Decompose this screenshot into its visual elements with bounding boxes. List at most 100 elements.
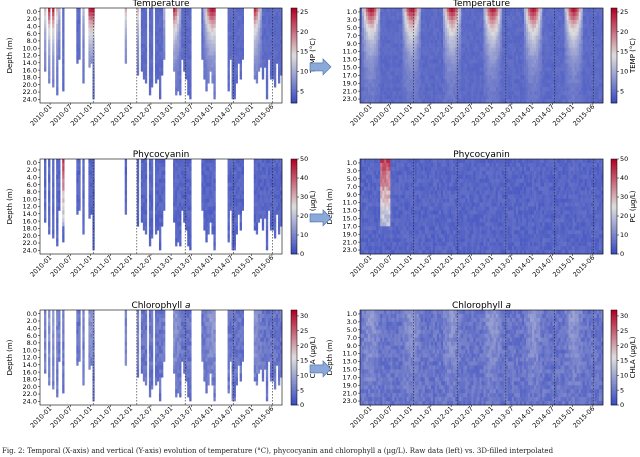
heatmap-cell (179, 238, 182, 243)
heatmap-cell (48, 226, 51, 231)
heatmap-cell (394, 8, 397, 13)
heatmap-cell (465, 63, 468, 68)
heatmap-cell (44, 39, 47, 44)
heatmap-cell (499, 47, 503, 52)
heatmap-cell (402, 8, 405, 13)
heatmap-cell (550, 67, 553, 72)
heatmap-cell (265, 71, 269, 76)
heatmap-cell (265, 43, 269, 48)
heatmap-cell (183, 55, 186, 60)
heatmap-cell (362, 15, 365, 21)
heatmap-cell (229, 166, 232, 172)
heatmap-cell (584, 11, 588, 17)
heatmap-cell (227, 234, 230, 239)
heatmap-cell (582, 67, 586, 72)
heatmap-cell (150, 194, 154, 199)
heatmap-cell (88, 43, 91, 48)
heatmap-cell (364, 91, 367, 96)
heatmap-cell (580, 23, 584, 29)
heatmap-cell (144, 47, 148, 52)
heatmap-cell (501, 27, 505, 33)
heatmap-cell (582, 31, 586, 37)
heatmap-cell (475, 27, 478, 33)
heatmap-cell (380, 8, 383, 13)
heatmap-cell (48, 19, 51, 25)
heatmap-cell (582, 83, 586, 88)
heatmap-cell (570, 63, 573, 68)
heatmap-cell (203, 186, 206, 191)
heatmap-cell (501, 63, 505, 68)
heatmap-cell (515, 51, 519, 56)
heatmap-cell (416, 39, 420, 44)
heatmap-cell (524, 87, 527, 92)
heatmap-cell (52, 35, 55, 40)
heatmap-cell (594, 71, 598, 76)
heatmap-cell (175, 39, 178, 44)
heatmap-cell (558, 15, 561, 21)
heatmap-cell (173, 8, 176, 13)
heatmap-cell (513, 11, 517, 17)
heatmap-cell (175, 8, 178, 13)
heatmap-cell (398, 71, 401, 76)
heatmap-cell (384, 87, 387, 92)
heatmap-cell (530, 23, 533, 29)
heatmap-cell (92, 198, 95, 203)
heatmap-cell (445, 31, 448, 37)
heatmap-cell (495, 91, 498, 96)
heatmap-cell (185, 202, 188, 207)
heatmap-cell (540, 39, 543, 44)
heatmap-cell (416, 63, 420, 68)
heatmap-cell (530, 91, 533, 96)
heatmap-cell (177, 55, 180, 60)
heatmap-cell (422, 83, 426, 88)
heatmap-cell (481, 75, 484, 80)
heatmap-cell (528, 23, 531, 29)
heatmap-cell (582, 99, 586, 104)
heatmap-cell (481, 15, 484, 21)
heatmap-cell (588, 83, 592, 88)
heatmap-cell (402, 79, 405, 84)
heatmap-cell (497, 83, 501, 88)
heatmap-cell (376, 55, 379, 60)
heatmap-cell (265, 47, 269, 52)
heatmap-cell (161, 210, 164, 215)
heatmap-cell (163, 55, 166, 60)
heatmap-cell (209, 23, 212, 29)
heatmap-cell (469, 71, 472, 76)
heatmap-cell (62, 194, 65, 199)
heatmap-cell (269, 71, 273, 76)
heatmap-cell (148, 230, 152, 235)
heatmap-cell (136, 194, 140, 199)
heatmap-cell (376, 99, 379, 104)
heatmap-cell (259, 27, 263, 33)
heatmap-cell (205, 19, 208, 25)
heatmap-cell (140, 11, 144, 17)
heatmap-cell (477, 43, 480, 48)
heatmap-cell (52, 83, 55, 88)
heatmap-cell (392, 11, 395, 17)
heatmap-cell (76, 55, 79, 60)
heatmap-cell (511, 23, 515, 29)
heatmap-cell (426, 83, 430, 88)
heatmap-cell (467, 19, 470, 25)
heatmap-cell (554, 87, 557, 92)
heatmap-cell (142, 8, 146, 13)
heatmap-cell (517, 19, 521, 25)
heatmap-cell (398, 39, 401, 44)
heatmap-cell (62, 214, 65, 219)
heatmap-cell (509, 51, 513, 56)
heatmap-cell (473, 43, 476, 48)
heatmap-cell (140, 8, 144, 13)
heatmap-cell (76, 8, 79, 13)
heatmap-cell (406, 11, 409, 17)
heatmap-cell (574, 43, 577, 48)
heatmap-cell (505, 47, 509, 52)
heatmap-cell (576, 91, 579, 96)
heatmap-cell (382, 75, 385, 80)
heatmap-cell (177, 27, 180, 33)
heatmap-cell (78, 47, 81, 52)
heatmap-cell (432, 39, 436, 44)
heatmap-cell (566, 43, 569, 48)
heatmap-cell (398, 15, 401, 21)
heatmap-cell (491, 87, 494, 92)
